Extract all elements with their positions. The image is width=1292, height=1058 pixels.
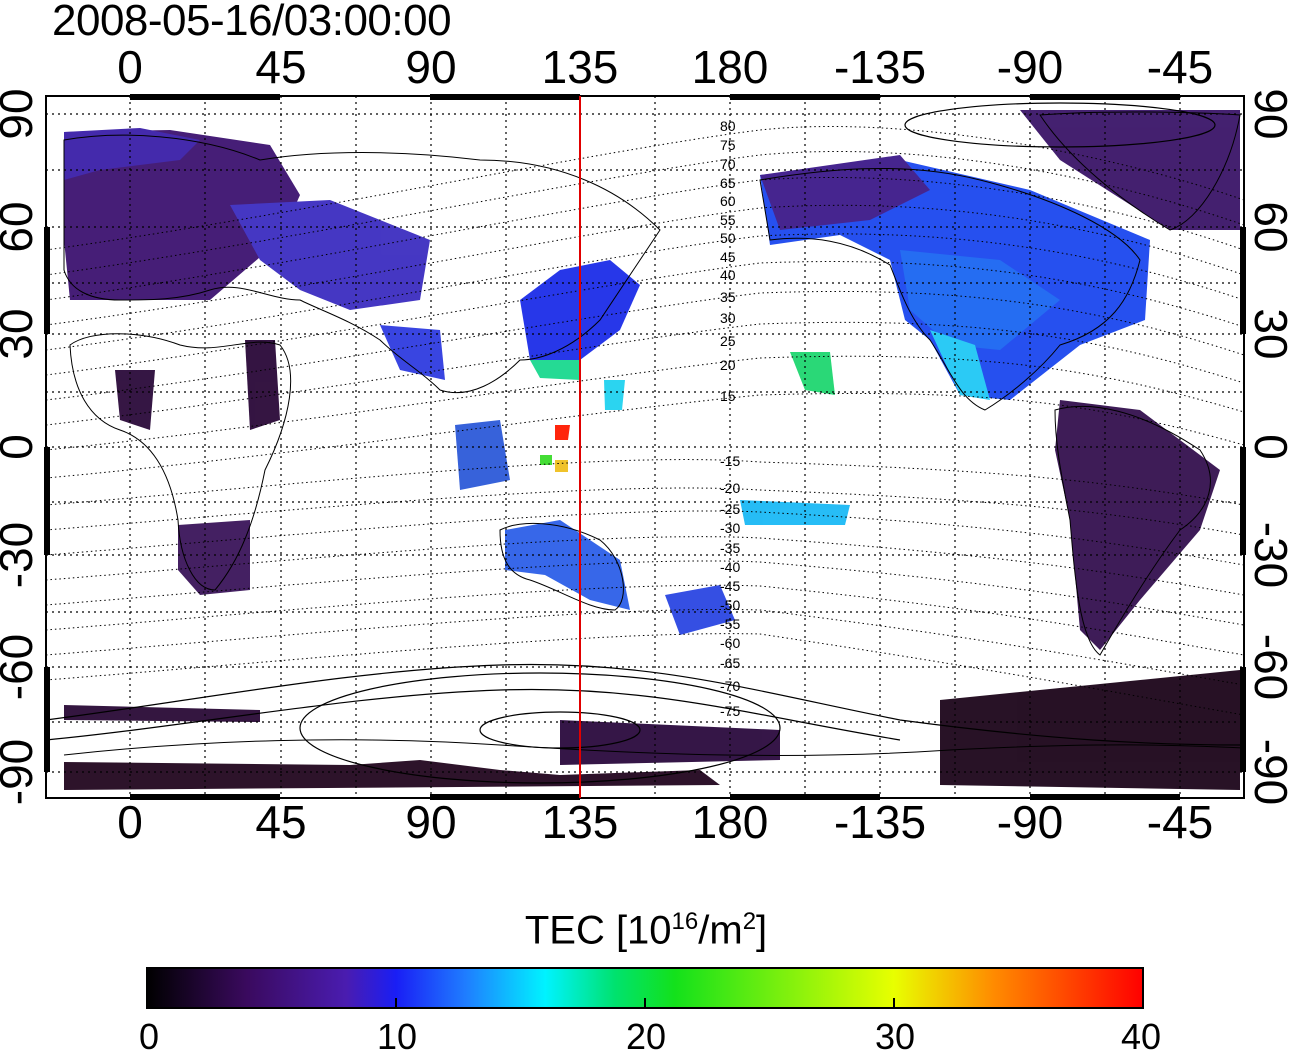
coastline-antarctica — [63, 739, 1244, 756]
contour-label: 60 — [720, 193, 736, 209]
top-lon-tick: 180 — [691, 41, 769, 93]
contour-label: -60 — [720, 635, 740, 651]
contour-label: 50 — [720, 230, 736, 246]
bottom-lon-tick: 180 — [691, 796, 769, 848]
tec-region-europe — [64, 130, 300, 300]
colorbar-tick-label: 10 — [376, 1016, 418, 1057]
contour-label: 25 — [720, 333, 736, 349]
contour-label: 65 — [720, 175, 736, 191]
colorbar-tickmarks — [395, 998, 895, 1008]
contour-label: 30 — [720, 310, 736, 326]
tec-region-yellow-spot — [555, 460, 568, 472]
tec-region-south-africa — [178, 520, 250, 595]
tec-region-east-africa — [245, 340, 280, 430]
top-lon-tick: -135 — [833, 41, 927, 93]
coastline-north-america — [759, 167, 1141, 411]
coastline-south-america — [1054, 405, 1211, 656]
tec-region-india — [380, 325, 445, 380]
bottom-lon-tick: 0 — [117, 796, 143, 848]
bottom-lon-tick: -45 — [1146, 796, 1214, 848]
contour-label: -35 — [720, 540, 740, 556]
tec-region-west-africa — [115, 370, 155, 430]
contour-label: -30 — [720, 520, 740, 536]
contour-label: 80 — [720, 118, 736, 134]
contour-label: 35 — [720, 289, 736, 305]
colorbar-title-main: TEC [10 — [524, 908, 672, 953]
tec-colored-regions — [64, 110, 1240, 790]
colorbar-tick-label: 30 — [874, 1016, 916, 1057]
top-lon-tick: 45 — [255, 41, 307, 93]
tec-region-scandinavia — [64, 128, 200, 180]
polar-contours — [46, 102, 1244, 784]
contour-label: -25 — [720, 501, 740, 517]
contour-label: 75 — [720, 137, 736, 153]
contour-label: 40 — [720, 267, 736, 283]
contour-label: -45 — [720, 578, 740, 594]
top-lon-tick: -90 — [996, 41, 1064, 93]
coastline-greenland — [1039, 111, 1241, 231]
colorbar-title: TEC [1016/m2] — [0, 908, 1292, 953]
tec-region-hawaii — [790, 352, 835, 395]
tec-region-mexico — [930, 330, 990, 400]
colorbar-tick-label: 0 — [138, 1016, 160, 1057]
tec-region-green-spot — [540, 455, 552, 465]
contour-label: 20 — [720, 357, 736, 373]
coastline-australia — [499, 523, 624, 611]
magnetic-contours — [46, 126, 1244, 716]
contour-label: 15 — [720, 388, 736, 404]
contour-label: -50 — [720, 597, 740, 613]
tec-region-southern-ocean — [64, 705, 260, 722]
tec-region-peak-red — [555, 425, 570, 440]
tec-region-indonesia — [455, 420, 510, 490]
map-timestamp-title: 2008-05-16/03:00:00 — [52, 0, 452, 45]
tec-region-antarctica-east — [940, 670, 1240, 790]
colorbar-title-mid: /m — [698, 908, 743, 953]
colorbar-tick-label: 40 — [1120, 1016, 1162, 1057]
contour-label: -20 — [720, 480, 740, 496]
colorbar-title-end: ] — [756, 908, 768, 953]
contour-label: 55 — [720, 212, 736, 228]
contour-label: -75 — [720, 703, 740, 719]
top-lon-tick: 0 — [117, 41, 143, 93]
top-lon-tick: 90 — [405, 41, 457, 93]
coastline-eurasia — [63, 134, 661, 394]
tec-region-greenland — [1020, 110, 1240, 230]
contour-label: 70 — [720, 156, 736, 172]
tec-region-pacific-cyan — [604, 380, 625, 410]
bottom-lon-tick: 90 — [405, 796, 457, 848]
top-lon-tick: 135 — [541, 41, 619, 93]
coastlines — [63, 111, 1244, 756]
bottom-lon-tick: -90 — [996, 796, 1064, 848]
frame-thick-segments — [44, 94, 1246, 800]
tec-region-taiwan — [530, 360, 580, 380]
tec-region-antarctica-middle — [560, 720, 780, 765]
colorbar-title-exp1: 16 — [671, 908, 699, 935]
contour-label: -15 — [720, 453, 740, 469]
tec-region-new-zealand — [665, 585, 735, 635]
colorbar-title-exp2: 2 — [742, 908, 757, 935]
tec-region-south-pacific — [740, 500, 850, 525]
grid-lines — [46, 96, 1244, 798]
coastline-africa — [69, 333, 292, 591]
top-lon-tick: -45 — [1146, 41, 1214, 93]
contour-label: -65 — [720, 655, 740, 671]
bottom-lon-tick: -135 — [833, 796, 927, 848]
contour-labels: 80 75 70 65 60 55 50 45 40 35 30 25 20 1… — [720, 118, 740, 719]
bottom-lon-tick: 135 — [541, 796, 619, 848]
tec-region-south-america — [1055, 400, 1220, 650]
contour-label: -70 — [720, 678, 740, 694]
contour-label: -55 — [720, 616, 740, 632]
contour-label: -40 — [720, 559, 740, 575]
contour-label: 45 — [720, 249, 736, 265]
bottom-lon-tick: 45 — [255, 796, 307, 848]
colorbar-tick-label: 20 — [625, 1016, 667, 1057]
